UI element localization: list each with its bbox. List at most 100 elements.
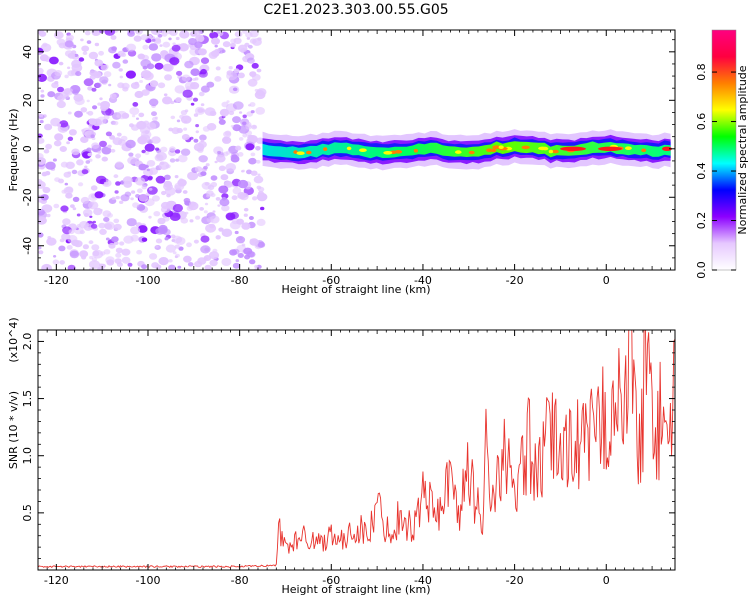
- heatmap-speckle: [97, 150, 102, 154]
- heatmap-speckle: [177, 265, 182, 269]
- heatmap-speckle: [38, 250, 44, 255]
- heatmap-speckle: [208, 251, 220, 260]
- heatmap-speckle: [194, 41, 203, 49]
- heatmap-speckle: [109, 135, 116, 140]
- heatmap-speckle: [123, 180, 133, 188]
- heatmap-speckle: [162, 41, 171, 48]
- heatmap-speckle: [225, 150, 231, 155]
- heatmap-speckle: [81, 45, 90, 52]
- snr-x-tick-label: -80: [231, 574, 249, 587]
- heatmap-speckle: [258, 191, 264, 196]
- heatmap-speckle: [103, 217, 110, 222]
- heatmap-speckle: [135, 153, 142, 159]
- heatmap-speckle: [209, 259, 218, 267]
- heatmap-speckle: [93, 71, 102, 79]
- heatmap-speckle: [108, 83, 112, 87]
- heatmap-speckle: [87, 152, 93, 157]
- heatmap-speckle: [163, 180, 172, 188]
- heatmap-speckle: [130, 197, 134, 201]
- heatmap-speckle: [215, 197, 221, 201]
- heatmap-speckle: [180, 115, 192, 124]
- heatmap-speckle: [59, 260, 65, 265]
- heatmap-speckle: [103, 71, 112, 78]
- heatmap-speckle: [127, 30, 135, 37]
- heatmap-speckle: [243, 247, 253, 255]
- heatmap-speckle: [169, 146, 176, 152]
- heatmap-speckle: [168, 37, 172, 41]
- heatmap-speckle: [232, 262, 241, 269]
- heatmap-speckle: [235, 145, 242, 151]
- heatmap-speckle: [97, 102, 102, 106]
- heatmap-speckle: [68, 129, 77, 136]
- heatmap-speckle: [43, 149, 50, 154]
- heatmap-speckle: [204, 264, 212, 270]
- heatmap-speckle: [245, 143, 255, 151]
- heatmap-speckle: [91, 244, 100, 251]
- heatmap-speckle: [130, 226, 141, 235]
- heatmap-speckle: [172, 204, 183, 213]
- heatmap-speckle: [110, 148, 116, 153]
- heatmap-speckle: [80, 38, 84, 42]
- heatmap-speckle: [64, 87, 74, 96]
- heatmap-speckle: [231, 195, 238, 201]
- heatmap-speckle: [59, 238, 65, 243]
- heatmap-speckle: [178, 154, 188, 163]
- heatmap-speckle: [169, 57, 180, 66]
- heatmap-speckle: [129, 123, 134, 128]
- heatmap-speckle: [87, 86, 93, 91]
- heatmap-speckle: [69, 250, 80, 259]
- heatmap-speckle: [246, 169, 252, 175]
- heatmap-speckle: [218, 119, 226, 125]
- heatmap-speckle: [194, 166, 203, 173]
- heatmap-speckle: [113, 218, 120, 224]
- heatmap-speckle: [163, 216, 170, 222]
- heatmap-speckle: [153, 211, 161, 217]
- heatmap-speckle: [200, 245, 211, 254]
- heatmap-speckle: [67, 171, 71, 175]
- heatmap-speckle: [91, 202, 95, 205]
- heatmap-speckle: [113, 223, 122, 231]
- heatmap-speckle: [116, 132, 122, 137]
- heatmap-speckle: [96, 116, 107, 125]
- heatmap-speckle: [121, 112, 130, 119]
- heatmap-speckle: [164, 74, 173, 81]
- ridge-peak: [641, 148, 647, 153]
- spectrogram-axes: -120 -100 -80 -60 -40 -20 0 -40 -20 0 20 40: [21, 30, 675, 287]
- heatmap-speckle: [70, 204, 75, 209]
- heatmap-speckle: [155, 245, 159, 248]
- spectrogram-y-tick-label: 0: [21, 145, 34, 152]
- heatmap-speckle: [180, 148, 191, 156]
- heatmap-speckle: [158, 161, 170, 170]
- heatmap-speckle: [256, 185, 262, 190]
- heatmap-speckle: [86, 99, 90, 103]
- heatmap-speckle: [38, 246, 42, 250]
- heatmap-speckle: [114, 258, 122, 264]
- snr-y-multiplier: (x10^4): [7, 317, 20, 362]
- snr-plot-frame: [37, 329, 676, 571]
- heatmap-speckle: [251, 62, 259, 69]
- heatmap-speckle: [64, 182, 69, 186]
- heatmap-speckle: [135, 194, 140, 198]
- heatmap-speckle: [78, 57, 85, 62]
- heatmap-speckle: [125, 70, 136, 79]
- heatmap-speckle: [126, 218, 137, 227]
- heatmap-speckle: [105, 237, 110, 241]
- heatmap-speckle: [210, 175, 218, 181]
- heatmap-speckle: [198, 91, 205, 97]
- heatmap-speckle: [98, 222, 106, 229]
- heatmap-speckle: [142, 44, 149, 50]
- ridge-peak: [359, 148, 367, 152]
- heatmap-speckle: [234, 31, 243, 38]
- heatmap-speckle: [60, 161, 69, 168]
- heatmap-speckle: [138, 112, 145, 118]
- heatmap-speckle: [181, 134, 190, 141]
- heatmap-speckle: [200, 85, 210, 93]
- heatmap-speckle: [91, 142, 100, 149]
- heatmap-speckle: [99, 228, 107, 235]
- heatmap-speckle: [81, 127, 92, 136]
- heatmap-speckle: [108, 242, 116, 249]
- heatmap-speckle: [149, 80, 159, 87]
- heatmap-speckle: [245, 124, 252, 130]
- heatmap-speckle: [74, 97, 85, 106]
- heatmap-speckle: [257, 173, 261, 177]
